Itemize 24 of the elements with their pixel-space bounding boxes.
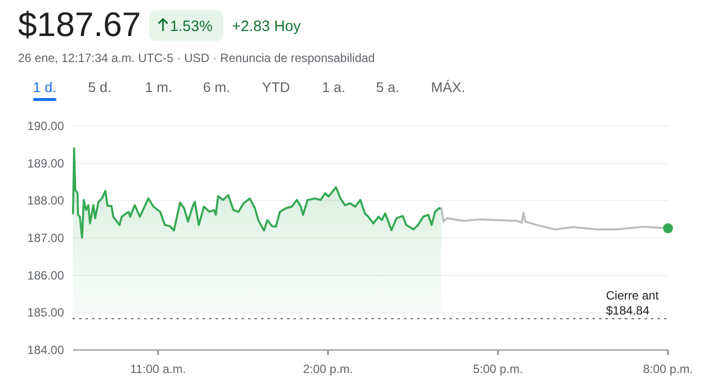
x-tick-label: 8:00 p.m. [642, 362, 694, 376]
y-tick-label: 187.00 [27, 231, 64, 245]
x-tick-label: 11:00 a.m. [130, 362, 186, 376]
y-tick-label: 190.00 [27, 119, 64, 133]
y-tick-label: 188.00 [27, 194, 64, 208]
text: 6 m. [203, 79, 230, 95]
ref-line-label: Cierre ant $184.84 [606, 288, 660, 318]
text: 1 a. [322, 79, 346, 95]
x-tick-label: 2:00 p.m. [302, 362, 354, 376]
chart-subtitle: 26 ene, 12:17:34 a.m. UTC-5 · USD · Renuncia de responsabilidad [18, 51, 375, 65]
text: 5 a. [376, 79, 400, 95]
y-tick-label: 185.00 [27, 306, 64, 320]
text: 1 m. [145, 79, 172, 95]
text: +2.83 Hoy [232, 18, 302, 35]
y-tick-label: 189.00 [27, 156, 64, 170]
y-tick-label: 184.00 [27, 343, 64, 357]
y-tick-label: 186.00 [27, 268, 64, 282]
text: MÁX. [431, 79, 466, 95]
text: 5 d. [88, 79, 112, 95]
x-tick-label: 5:00 p.m. [472, 362, 524, 376]
chart-title: $187.67 [18, 6, 141, 44]
text: YTD [262, 79, 290, 95]
text: 1.53% [170, 18, 213, 35]
text: 1 d. [33, 79, 56, 95]
